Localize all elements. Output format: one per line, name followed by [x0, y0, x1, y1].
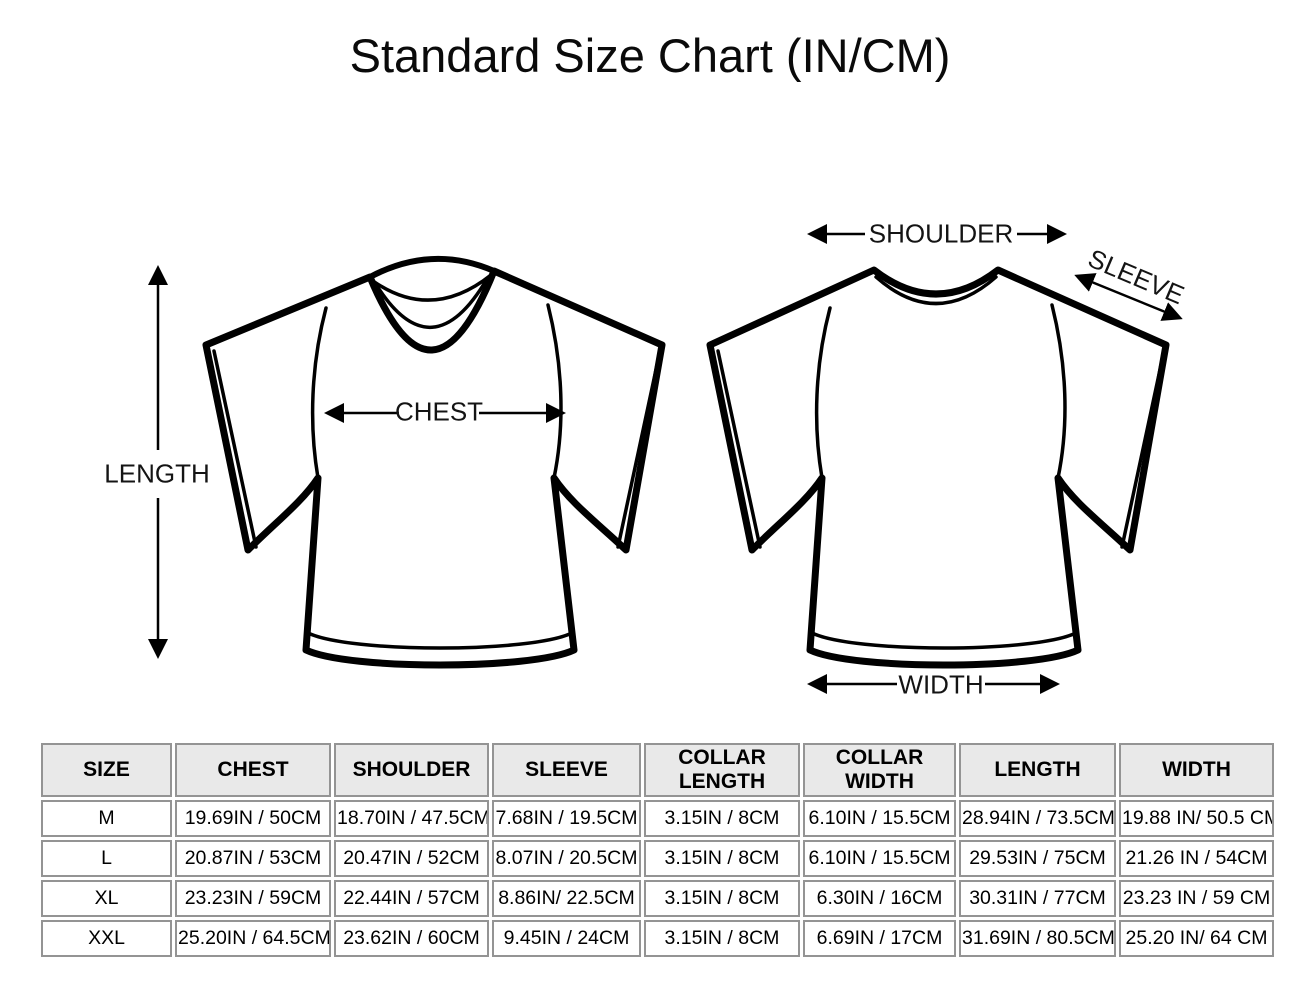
length-label: LENGTH	[104, 458, 210, 489]
size-cell: L	[41, 840, 172, 877]
width-cell: 25.20 IN/ 64 CM	[1119, 920, 1274, 957]
collar-width-cell: 6.30IN / 16CM	[803, 880, 956, 917]
collar-width-cell: 6.10IN / 15.5CM	[803, 840, 956, 877]
sleeve-cell: 8.07IN / 20.5CM	[492, 840, 641, 877]
size-cell: M	[41, 800, 172, 837]
collar-length-cell: 3.15IN / 8CM	[644, 920, 800, 957]
chest-cell: 20.87IN / 53CM	[175, 840, 331, 877]
chest-cell: 23.23IN / 59CM	[175, 880, 331, 917]
collar-length-cell: 3.15IN / 8CM	[644, 840, 800, 877]
col-header-width: WIDTH	[1119, 743, 1274, 797]
collar-width-cell: 6.10IN / 15.5CM	[803, 800, 956, 837]
shoulder-cell: 23.62IN / 60CM	[334, 920, 489, 957]
size-cell: XXL	[41, 920, 172, 957]
length-cell: 31.69IN / 80.5CM	[959, 920, 1116, 957]
shoulder-cell: 18.70IN / 47.5CM	[334, 800, 489, 837]
table-row: XL 23.23IN / 59CM 22.44IN / 57CM 8.86IN/…	[41, 880, 1274, 917]
collar-width-cell: 6.69IN / 17CM	[803, 920, 956, 957]
sleeve-cell: 7.68IN / 19.5CM	[492, 800, 641, 837]
sleeve-cell: 9.45IN / 24CM	[492, 920, 641, 957]
chest-label: CHEST	[394, 396, 484, 427]
col-header-sleeve: SLEEVE	[492, 743, 641, 797]
size-cell: XL	[41, 880, 172, 917]
page-title: Standard Size Chart (IN/CM)	[349, 29, 951, 82]
table-row: XXL 25.20IN / 64.5CM 23.62IN / 60CM 9.45…	[41, 920, 1274, 957]
length-cell: 30.31IN / 77CM	[959, 880, 1116, 917]
col-header-length: LENGTH	[959, 743, 1116, 797]
collar-length-cell: 3.15IN / 8CM	[644, 880, 800, 917]
shoulder-cell: 22.44IN / 57CM	[334, 880, 489, 917]
table-header-row: SIZE CHEST SHOULDER SLEEVE COLLAR LENGTH…	[41, 743, 1274, 797]
col-header-collar-width: COLLAR WIDTH	[803, 743, 956, 797]
col-header-chest: CHEST	[175, 743, 331, 797]
size-chart-table: SIZE CHEST SHOULDER SLEEVE COLLAR LENGTH…	[38, 740, 1277, 960]
tshirt-back-diagram	[706, 266, 1170, 669]
sleeve-cell: 8.86IN/ 22.5CM	[492, 880, 641, 917]
tshirt-front-diagram	[202, 255, 666, 669]
width-cell: 21.26 IN / 54CM	[1119, 840, 1274, 877]
chest-cell: 19.69IN / 50CM	[175, 800, 331, 837]
length-cell: 28.94IN / 73.5CM	[959, 800, 1116, 837]
col-header-size: SIZE	[41, 743, 172, 797]
width-cell: 19.88 IN/ 50.5 CM	[1119, 800, 1274, 837]
table-row: L 20.87IN / 53CM 20.47IN / 52CM 8.07IN /…	[41, 840, 1274, 877]
shoulder-label: SHOULDER	[868, 218, 1014, 249]
width-label: WIDTH	[898, 669, 984, 700]
chest-cell: 25.20IN / 64.5CM	[175, 920, 331, 957]
table-row: M 19.69IN / 50CM 18.70IN / 47.5CM 7.68IN…	[41, 800, 1274, 837]
col-header-collar-length: COLLAR LENGTH	[644, 743, 800, 797]
col-header-shoulder: SHOULDER	[334, 743, 489, 797]
shoulder-cell: 20.47IN / 52CM	[334, 840, 489, 877]
collar-length-cell: 3.15IN / 8CM	[644, 800, 800, 837]
width-cell: 23.23 IN / 59 CM	[1119, 880, 1274, 917]
length-cell: 29.53IN / 75CM	[959, 840, 1116, 877]
